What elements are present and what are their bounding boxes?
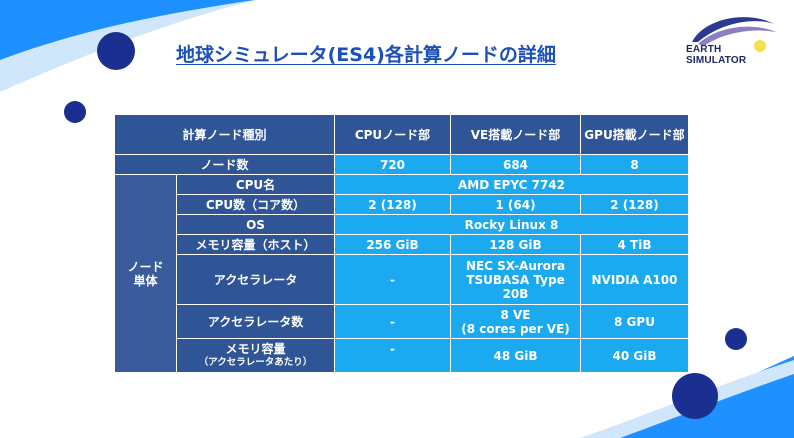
ve-node-accelerator-memory: 48 GiB bbox=[450, 338, 581, 373]
row-os: OS Rocky Linux 8 bbox=[115, 214, 689, 235]
cpu-node-count: 720 bbox=[334, 154, 451, 175]
ve-node-accelerator: NEC SX-Aurora TSUBASA Type 20B bbox=[450, 254, 581, 305]
label-cpu-name: CPU名 bbox=[176, 174, 335, 195]
label-node-count: ノード数 bbox=[114, 154, 335, 175]
ve-node-count: 684 bbox=[450, 154, 581, 175]
node-unit-line1: ノード bbox=[127, 259, 164, 274]
header-cpu-node: CPUノード部 bbox=[334, 114, 451, 155]
page-title: 地球シミュレータ(ES4)各計算ノードの詳細 bbox=[176, 44, 556, 66]
node-spec-table: 計算ノード種別 CPUノード部 VE搭載ノード部 GPU搭載ノード部 ノード数 … bbox=[114, 114, 689, 373]
row-accelerator: アクセラレータ - NEC SX-Aurora TSUBASA Type 20B… bbox=[115, 254, 689, 305]
cpu-node-accelerator-count: - bbox=[334, 304, 451, 339]
header-row: 計算ノード種別 CPUノード部 VE搭載ノード部 GPU搭載ノード部 bbox=[114, 114, 689, 155]
logo-line-earth: EARTH bbox=[686, 44, 722, 55]
cpu-node-memory-host: 256 GiB bbox=[334, 234, 451, 255]
navy-dot-right-small bbox=[725, 328, 747, 350]
navy-dot-large bbox=[97, 32, 135, 70]
row-node-count: ノード数 720 684 8 bbox=[114, 154, 689, 175]
gpu-node-accelerator-memory: 40 GiB bbox=[580, 338, 689, 373]
label-accelerator-count: アクセラレータ数 bbox=[176, 304, 335, 339]
row-cpu-name: ノード 単体 CPU名 AMD EPYC 7742 bbox=[114, 174, 689, 373]
gpu-node-count: 8 bbox=[580, 154, 689, 175]
navy-dot-small bbox=[64, 101, 86, 123]
header-ve-node: VE搭載ノード部 bbox=[450, 114, 581, 155]
label-accelerator-memory: メモリ容量 （アクセラレータあたり） bbox=[176, 338, 335, 373]
navy-dot-right-large bbox=[672, 373, 718, 419]
ve-accelerator-line3: 20B bbox=[502, 286, 529, 301]
cpu-node-cpu-count: 2 (128) bbox=[334, 194, 451, 215]
header-node-type: 計算ノード種別 bbox=[114, 114, 335, 155]
cpu-node-accelerator-memory: - bbox=[334, 338, 451, 373]
gpu-node-cpu-count: 2 (128) bbox=[580, 194, 689, 215]
accelerator-memory-label-line1: メモリ容量 bbox=[225, 341, 286, 356]
row-memory-host: メモリ容量（ホスト） 256 GiB 128 GiB 4 TiB bbox=[115, 234, 689, 255]
header-gpu-node: GPU搭載ノード部 bbox=[580, 114, 689, 155]
accelerator-memory-label-line2: （アクセラレータあたり） bbox=[198, 356, 313, 368]
label-accelerator: アクセラレータ bbox=[176, 254, 335, 305]
label-memory-host: メモリ容量（ホスト） bbox=[176, 234, 335, 255]
node-unit-line2: 単体 bbox=[133, 273, 158, 288]
gpu-node-accelerator-count: 8 GPU bbox=[580, 304, 689, 339]
label-os: OS bbox=[176, 214, 335, 235]
gpu-node-memory-host: 4 TiB bbox=[580, 234, 689, 255]
row-accelerator-count: アクセラレータ数 - 8 VE (8 cores per VE) 8 GPU bbox=[115, 304, 689, 339]
earth-simulator-logo bbox=[692, 17, 776, 52]
ve-accelerator-line1: NEC SX-Aurora bbox=[465, 258, 566, 273]
label-node-unit: ノード 単体 bbox=[114, 174, 177, 373]
ve-node-cpu-count: 1 (64) bbox=[450, 194, 581, 215]
ve-accelerator-count-line2: (8 cores per VE) bbox=[461, 321, 570, 336]
logo-text: EARTH SIMULATOR bbox=[686, 44, 746, 66]
gpu-node-accelerator: NVIDIA A100 bbox=[580, 254, 689, 305]
cpu-name-value: AMD EPYC 7742 bbox=[334, 174, 689, 195]
ve-accelerator-count-line1: 8 VE bbox=[500, 307, 531, 322]
ve-node-memory-host: 128 GiB bbox=[450, 234, 581, 255]
row-cpu-count: CPU数（コア数） 2 (128) 1 (64) 2 (128) bbox=[115, 194, 689, 215]
cpu-node-accelerator: - bbox=[334, 254, 451, 305]
logo-line-simulator: SIMULATOR bbox=[686, 55, 747, 66]
label-cpu-count: CPU数（コア数） bbox=[176, 194, 335, 215]
row-accelerator-memory: メモリ容量 （アクセラレータあたり） - 48 GiB 40 GiB bbox=[115, 338, 689, 373]
ve-accelerator-line2: TSUBASA Type bbox=[466, 272, 565, 287]
ve-node-accelerator-count: 8 VE (8 cores per VE) bbox=[450, 304, 581, 339]
os-value: Rocky Linux 8 bbox=[334, 214, 689, 235]
top-left-swoosh bbox=[0, 0, 255, 92]
